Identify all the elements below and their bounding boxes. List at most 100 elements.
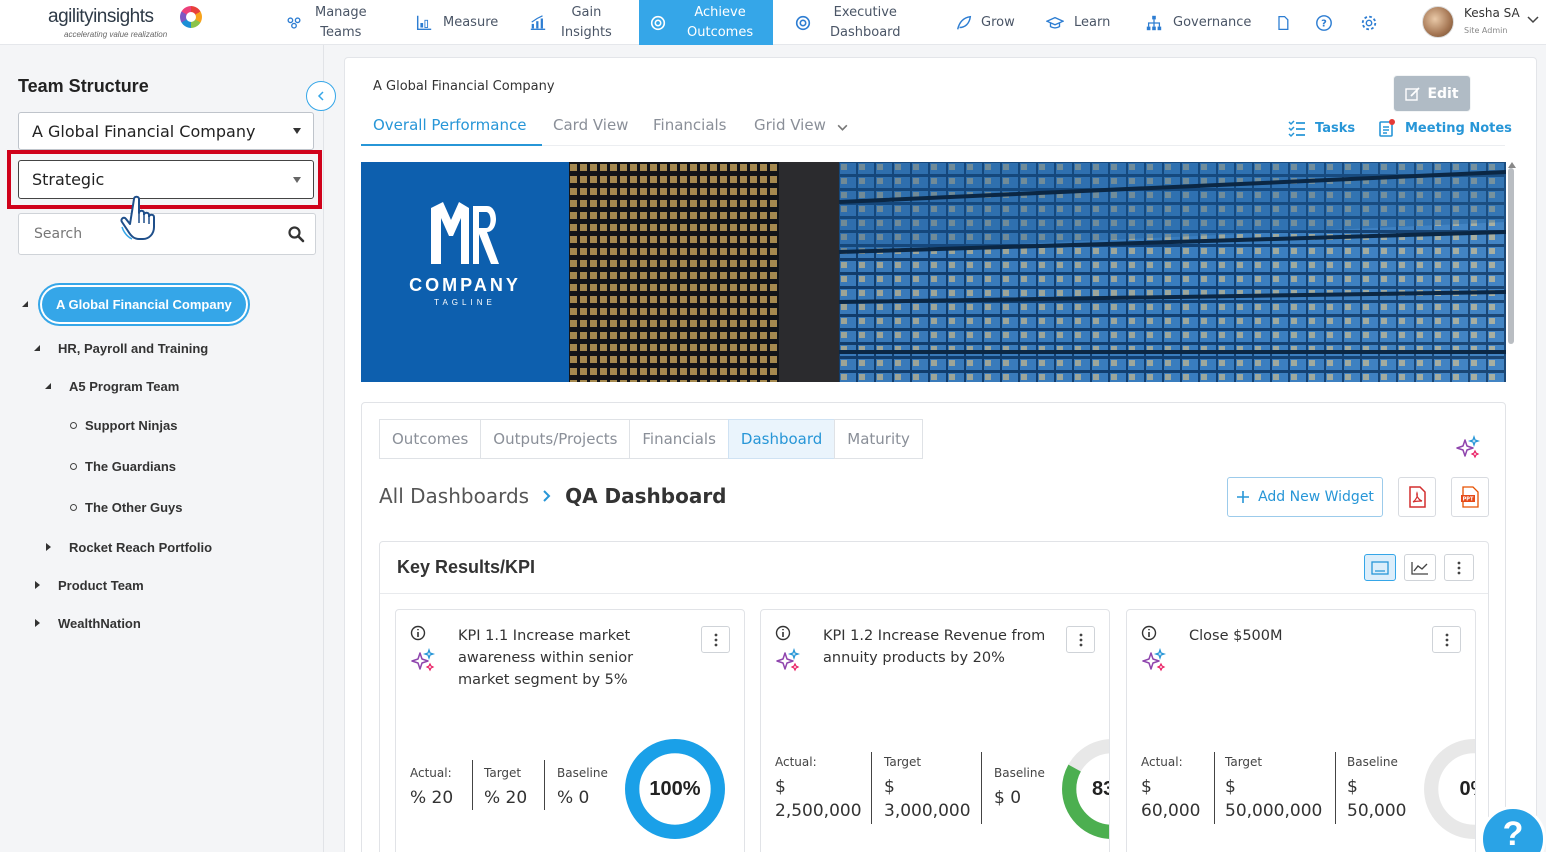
tree-node-root[interactable]: A Global Financial Company <box>42 287 246 322</box>
kpi-metric: Target % 20 <box>484 766 527 810</box>
export-pdf-button[interactable] <box>1398 477 1436 517</box>
ai-sparkle-icon[interactable] <box>775 648 801 674</box>
nav-manage-teams[interactable]: Manage Teams <box>285 0 385 45</box>
organization-select-value: A Global Financial Company <box>32 121 256 141</box>
metric-label: Baseline <box>994 766 1045 780</box>
nav-label: Grow <box>981 14 1015 30</box>
chart-view-toggle[interactable] <box>1404 554 1436 581</box>
progress-percent: 0% <box>1459 777 1475 800</box>
kpi-menu-button[interactable] <box>1432 626 1461 653</box>
chevron-right-icon <box>543 490 551 502</box>
dashboard-icon <box>794 14 812 32</box>
metric-value: % 20 <box>410 788 454 808</box>
all-dashboards-link[interactable]: All Dashboards <box>379 484 530 508</box>
tree-node[interactable]: Rocket Reach Portfolio <box>69 540 213 555</box>
kpi-card[interactable]: KPI 1.1 Increase market awareness within… <box>395 609 745 852</box>
tasks-button[interactable]: Tasks <box>1287 118 1355 138</box>
tree-node[interactable]: WealthNation <box>58 616 141 631</box>
tab-outcomes[interactable]: Outcomes <box>379 419 482 459</box>
metric-label: Target <box>884 755 922 769</box>
expand-caret-icon[interactable] <box>44 382 52 390</box>
tree-node[interactable]: A5 Program Team <box>69 379 180 394</box>
help-button[interactable]: ? <box>1315 0 1333 45</box>
logo-wordmark: agilityinsights <box>48 6 154 27</box>
kpi-metric: Actual: % 20 <box>410 766 453 810</box>
nav-learn[interactable]: Learn <box>1046 0 1121 45</box>
info-icon[interactable] <box>775 625 791 641</box>
kpi-title: KPI 1.2 Increase Revenue from annuity pr… <box>823 628 1046 666</box>
collapsed-caret-icon[interactable] <box>33 619 41 627</box>
ppt-file-icon: PPT <box>1461 486 1479 508</box>
ai-sparkle-icon[interactable] <box>1455 435 1481 461</box>
tab-financials[interactable]: Financials <box>653 116 727 134</box>
document-icon <box>1274 14 1292 32</box>
hierarchy-icon <box>1145 14 1163 32</box>
metric-label: Target <box>1225 755 1263 769</box>
more-vertical-icon <box>1079 633 1082 646</box>
meeting-notes-button[interactable]: Meeting Notes <box>1377 118 1512 138</box>
info-icon[interactable] <box>410 625 426 641</box>
tree-node[interactable]: Support Ninjas <box>85 418 178 433</box>
ai-sparkle-icon[interactable] <box>410 648 436 674</box>
sidebar-title: Team Structure <box>18 76 149 96</box>
expand-caret-icon[interactable] <box>33 344 41 352</box>
nav-measure[interactable]: Measure <box>415 0 505 45</box>
kpi-metric: Actual: $ 2,500,000 <box>775 755 862 823</box>
nav-label: Learn <box>1074 14 1111 30</box>
tree-bullet-icon <box>70 463 77 470</box>
tab-financials[interactable]: Financials <box>629 419 729 459</box>
chevron-down-icon <box>1527 16 1539 24</box>
agility-insights-logo[interactable]: agilityinsights accelerating value reali… <box>46 4 206 40</box>
metric-value: $ 0 <box>994 788 1022 808</box>
scroll-up-arrow-icon[interactable] <box>1508 162 1516 168</box>
document-button[interactable] <box>1274 0 1292 45</box>
tab-card-view[interactable]: Card View <box>553 116 629 134</box>
teams-icon <box>285 14 303 32</box>
nav-grow[interactable]: Grow <box>955 0 1025 45</box>
tree-node[interactable]: The Guardians <box>85 459 177 474</box>
search-icon[interactable] <box>287 225 305 243</box>
tree-node[interactable]: The Other Guys <box>85 500 183 515</box>
tasks-label: Tasks <box>1315 120 1356 136</box>
card-view-toggle[interactable] <box>1364 554 1396 581</box>
nav-executive-dashboard[interactable]: Executive Dashboard <box>794 0 914 45</box>
tab-maturity[interactable]: Maturity <box>834 419 923 459</box>
info-icon[interactable] <box>1141 625 1157 641</box>
kpi-menu-button[interactable] <box>1066 626 1095 653</box>
edit-banner-button[interactable]: Edit <box>1393 75 1471 112</box>
settings-button[interactable] <box>1360 0 1378 45</box>
ai-sparkle-icon[interactable] <box>1141 648 1167 674</box>
scrollbar[interactable] <box>1508 168 1514 344</box>
nav-achieve-outcomes[interactable]: Achieve Outcomes <box>639 0 773 45</box>
add-new-widget-button[interactable]: Add New Widget <box>1227 477 1383 517</box>
nav-gain-insights[interactable]: Gain Insights <box>529 0 619 45</box>
kpi-card[interactable]: KPI 1.2 Increase Revenue from annuity pr… <box>760 609 1110 852</box>
tree-node[interactable]: HR, Payroll and Training <box>58 341 209 356</box>
tab-dashboard[interactable]: Dashboard <box>727 419 836 459</box>
collapsed-caret-icon[interactable] <box>44 543 52 551</box>
level-select[interactable]: Strategic <box>18 160 314 199</box>
main-panel: A Global Financial Company Overall Perfo… <box>344 57 1537 852</box>
kpi-card[interactable]: Close $500M Actual: $ 60,000 Target $ 50,000… <box>1126 609 1476 852</box>
user-menu[interactable]: Kesha SA Site Admin <box>1422 4 1546 42</box>
kpi-menu-button[interactable] <box>701 626 730 653</box>
nav-governance[interactable]: Governance <box>1145 0 1255 45</box>
tab-grid-view[interactable]: Grid View <box>754 116 826 134</box>
progress-donut: 0% <box>1423 738 1475 840</box>
kpi-metric: Target $ 3,000,000 <box>884 755 971 823</box>
tree-node[interactable]: Product Team <box>58 578 144 593</box>
chevron-down-icon[interactable] <box>836 121 849 134</box>
organization-select[interactable]: A Global Financial Company <box>18 112 314 150</box>
logo-tagline: accelerating value realization <box>64 30 168 39</box>
tab-outputs-projects[interactable]: Outputs/Projects <box>480 419 631 459</box>
collapsed-caret-icon[interactable] <box>33 581 41 589</box>
expand-caret-icon[interactable] <box>21 300 29 308</box>
metric-value: $ 50,000,000 <box>1225 777 1323 821</box>
plus-icon <box>1237 491 1250 503</box>
export-ppt-button[interactable]: PPT <box>1451 477 1489 517</box>
collapse-sidebar-button[interactable] <box>306 81 336 111</box>
help-chat-button[interactable]: ? <box>1480 806 1546 852</box>
meeting-notes-label: Meeting Notes <box>1405 120 1512 136</box>
widget-menu-button[interactable] <box>1444 554 1474 581</box>
metric-divider <box>1335 752 1336 824</box>
